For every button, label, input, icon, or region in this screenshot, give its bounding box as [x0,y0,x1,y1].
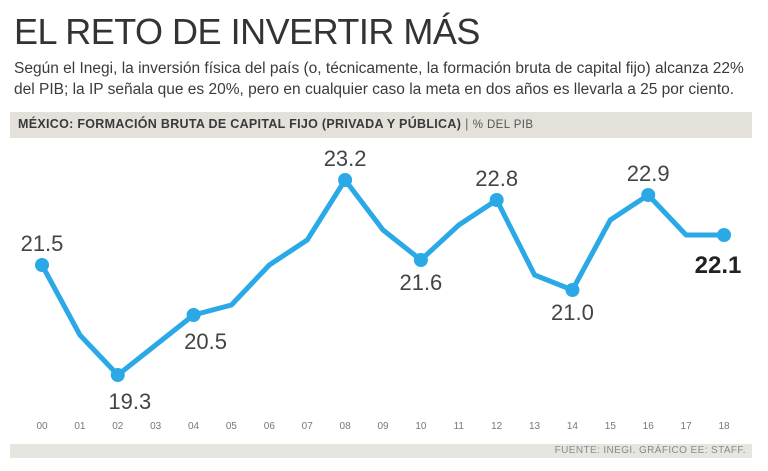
band-unit: % DEL PIB [472,119,534,131]
x-tick-label: 18 [718,421,730,432]
x-tick-label: 12 [491,421,503,432]
x-tick-label: 05 [226,421,238,432]
x-tick-label: 16 [643,421,655,432]
data-label: 22.9 [627,161,670,186]
data-point-marker [717,228,731,242]
chart-subtitle: Según el Inegi, la inversión física del … [14,60,744,98]
footer-band: FUENTE: INEGI. GRÁFICO EE: STAFF. [10,444,752,458]
data-label: 20.5 [184,329,227,354]
x-tick-label: 02 [112,421,124,432]
x-tick-label: 10 [415,421,427,432]
chart-title: EL RETO DE INVERTIR MÁS [14,11,480,52]
x-tick-label: 06 [264,421,276,432]
x-tick-label: 13 [529,421,541,432]
x-tick-label: 07 [302,421,314,432]
series-line [39,177,727,378]
x-tick-label: 01 [74,421,86,432]
data-label: 21.5 [21,231,64,256]
data-point-marker [186,308,201,322]
data-label: 23.2 [324,146,367,171]
data-point-marker [641,188,656,202]
x-tick-label: 00 [36,421,48,432]
x-tick-label: 14 [567,421,579,432]
band-title-group: MÉXICO: FORMACIÓN BRUTA DE CAPITAL FIJO … [18,117,533,131]
data-label: 21.0 [551,300,594,325]
data-point-marker [338,173,353,187]
data-point-marker [110,368,125,382]
data-point-marker [489,193,504,207]
x-tick-label: 15 [605,421,617,432]
x-tick-label: 17 [681,421,693,432]
x-tick-label: 03 [150,421,162,432]
x-tick-label: 08 [340,421,352,432]
source-note: FUENTE: INEGI. GRÁFICO EE: STAFF. [554,445,746,456]
band-separator: | [465,117,469,131]
data-label: 21.6 [399,270,442,295]
data-label: 22.1 [695,252,742,279]
data-label: 19.3 [108,389,151,414]
data-point-marker [565,283,580,297]
chart-header-band: MÉXICO: FORMACIÓN BRUTA DE CAPITAL FIJO … [10,112,752,138]
x-tick-label: 04 [188,421,200,432]
data-label: 22.8 [475,166,518,191]
x-tick-label: 11 [454,421,465,432]
band-title: MÉXICO: FORMACIÓN BRUTA DE CAPITAL FIJO … [18,117,462,131]
data-point-marker [35,258,49,272]
x-tick-label: 09 [377,421,389,432]
data-point-marker [413,253,428,267]
